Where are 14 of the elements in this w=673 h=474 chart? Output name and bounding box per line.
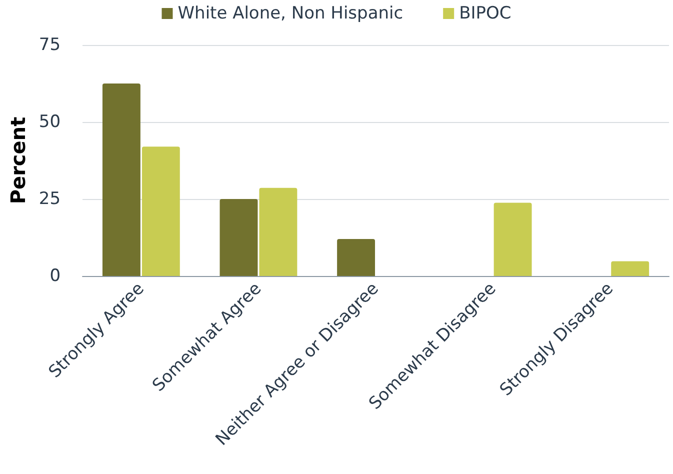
legend-label: White Alone, Non Hispanic [178,4,404,24]
y-tick-label: 0 [50,266,61,286]
legend-label: BIPOC [459,4,512,24]
y-tick-label: 75 [38,35,61,55]
bar [259,188,298,276]
bar [102,84,140,276]
bar [337,239,376,276]
y-tick-label: 50 [38,112,61,132]
y-tick-label: 25 [38,189,61,209]
bar [494,202,532,276]
bar [142,146,180,276]
bar [220,199,258,276]
bar [611,261,650,276]
y-axis-title: Percent [6,116,30,204]
